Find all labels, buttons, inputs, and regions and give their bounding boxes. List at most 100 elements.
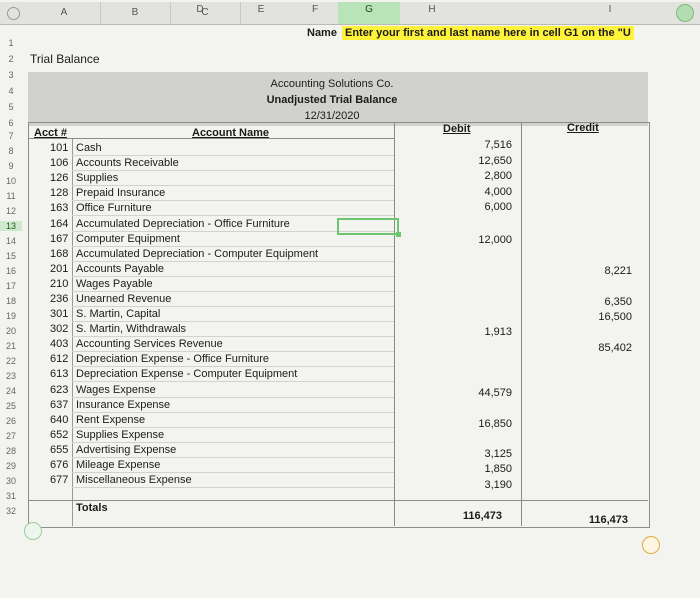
row-gridline bbox=[72, 487, 394, 488]
column-header-i[interactable]: I bbox=[608, 4, 612, 15]
acct-number: 302 bbox=[50, 323, 69, 335]
account-name: Accounting Services Revenue bbox=[76, 338, 223, 350]
account-name: Rent Expense bbox=[76, 414, 146, 426]
acct-number: 168 bbox=[50, 248, 69, 260]
row-number[interactable]: 6 bbox=[8, 118, 14, 128]
account-name: Depreciation Expense - Office Furniture bbox=[76, 353, 269, 365]
sheet-options-icon[interactable] bbox=[24, 522, 42, 540]
account-name: Supplies bbox=[76, 172, 119, 184]
row-number[interactable]: 30 bbox=[5, 476, 16, 486]
acct-number: 677 bbox=[50, 474, 69, 486]
row-number[interactable]: 26 bbox=[5, 416, 16, 426]
account-name: Accounts Payable bbox=[76, 263, 165, 275]
expand-icon[interactable] bbox=[676, 4, 694, 22]
select-all-icon bbox=[7, 7, 20, 20]
row-number[interactable]: 32 bbox=[5, 506, 16, 516]
row-number-selected[interactable]: 13 bbox=[0, 221, 22, 231]
acct-number: 210 bbox=[50, 278, 69, 290]
account-name: Accumulated Depreciation - Computer Equi… bbox=[76, 248, 319, 260]
row-gridline bbox=[72, 321, 394, 322]
row-number[interactable]: 24 bbox=[5, 386, 16, 396]
column-header-b[interactable]: B bbox=[100, 2, 171, 24]
column-header-f[interactable]: F bbox=[311, 4, 319, 15]
fill-handle[interactable] bbox=[396, 232, 401, 237]
report-header-band bbox=[28, 72, 648, 126]
row-number[interactable]: 21 bbox=[5, 341, 16, 351]
row-number[interactable]: 28 bbox=[5, 446, 16, 456]
account-name: Miscellaneous Expense bbox=[76, 474, 192, 486]
debit-amount: 12,000 bbox=[478, 234, 512, 246]
debit-amount: 3,125 bbox=[484, 448, 512, 460]
row-number[interactable]: 11 bbox=[6, 191, 16, 201]
debit-amount: 12,650 bbox=[478, 155, 512, 167]
acct-number: 201 bbox=[50, 263, 69, 275]
row-number[interactable]: 15 bbox=[5, 251, 16, 261]
account-name: S. Martin, Withdrawals bbox=[76, 323, 187, 335]
account-name: Cash bbox=[76, 142, 102, 154]
row-gridline bbox=[72, 185, 394, 186]
refresh-icon[interactable] bbox=[642, 536, 660, 554]
acct-number: 106 bbox=[50, 157, 69, 169]
row-number[interactable]: 9 bbox=[8, 161, 14, 171]
account-name: Mileage Expense bbox=[76, 459, 161, 471]
row-gridline bbox=[72, 231, 394, 232]
account-name: Accumulated Depreciation - Office Furnit… bbox=[76, 218, 290, 230]
acct-number: 164 bbox=[50, 218, 69, 230]
row-number[interactable]: 4 bbox=[8, 86, 14, 96]
acct-number: 652 bbox=[50, 429, 69, 441]
row-number[interactable]: 18 bbox=[5, 296, 16, 306]
credit-column-left-border bbox=[521, 122, 522, 526]
acct-number: 623 bbox=[50, 384, 69, 396]
column-header-a[interactable]: A bbox=[28, 2, 101, 24]
column-header-e[interactable]: E bbox=[257, 4, 265, 15]
row-gridline bbox=[72, 397, 394, 398]
column-header-spacer bbox=[240, 2, 241, 24]
row-number[interactable]: 3 bbox=[8, 70, 14, 80]
header-divider bbox=[28, 138, 394, 139]
column-header-g[interactable]: G bbox=[365, 4, 373, 15]
row-gridline bbox=[72, 412, 394, 413]
select-all-corner[interactable] bbox=[0, 2, 29, 25]
debit-amount: 2,800 bbox=[484, 170, 512, 182]
row-number[interactable]: 23 bbox=[5, 371, 16, 381]
row-number[interactable]: 17 bbox=[5, 281, 16, 291]
row-number[interactable]: 22 bbox=[5, 356, 16, 366]
name-instruction-cell[interactable]: Enter your first and last name here in c… bbox=[342, 26, 634, 40]
row-number[interactable]: 5 bbox=[8, 102, 14, 112]
row-number[interactable]: 27 bbox=[5, 431, 16, 441]
row-number[interactable]: 14 bbox=[5, 236, 16, 246]
account-name: Depreciation Expense - Computer Equipmen… bbox=[76, 368, 298, 380]
account-name: Prepaid Insurance bbox=[76, 187, 166, 199]
row-number[interactable]: 10 bbox=[5, 176, 16, 186]
acct-number: 163 bbox=[50, 202, 69, 214]
debit-column-left-border bbox=[394, 122, 395, 526]
row-number[interactable]: 20 bbox=[5, 326, 16, 336]
selected-cell-g13[interactable] bbox=[337, 218, 401, 237]
row-number[interactable]: 1 bbox=[8, 38, 14, 48]
row-number[interactable]: 7 bbox=[8, 131, 14, 141]
row-number[interactable]: 25 bbox=[5, 401, 16, 411]
column-header-d[interactable]: D bbox=[196, 4, 204, 15]
debit-amount: 4,000 bbox=[484, 186, 512, 198]
column-header-h[interactable]: H bbox=[428, 4, 436, 15]
debit-amount: 16,850 bbox=[478, 418, 512, 430]
acct-number: 613 bbox=[50, 368, 69, 380]
row-number[interactable]: 2 bbox=[8, 54, 14, 64]
account-name: Wages Expense bbox=[76, 384, 156, 396]
row-number[interactable]: 29 bbox=[5, 461, 16, 471]
account-name: Unearned Revenue bbox=[76, 293, 172, 305]
account-name: Accounts Receivable bbox=[76, 157, 179, 169]
acct-number: 640 bbox=[50, 414, 69, 426]
row-gridline bbox=[72, 306, 394, 307]
row-number[interactable]: 12 bbox=[5, 206, 16, 216]
row-gridline bbox=[72, 427, 394, 428]
row-number[interactable]: 16 bbox=[5, 266, 16, 276]
row-gridline bbox=[72, 366, 394, 367]
row-number[interactable]: 8 bbox=[8, 146, 14, 156]
row-number[interactable]: 19 bbox=[5, 311, 16, 321]
row-number[interactable]: 31 bbox=[5, 491, 16, 501]
row-gridline bbox=[72, 170, 394, 171]
account-name: Advertising Expense bbox=[76, 444, 177, 456]
account-name: Office Furniture bbox=[76, 202, 152, 214]
debit-header: Debit bbox=[443, 123, 471, 135]
